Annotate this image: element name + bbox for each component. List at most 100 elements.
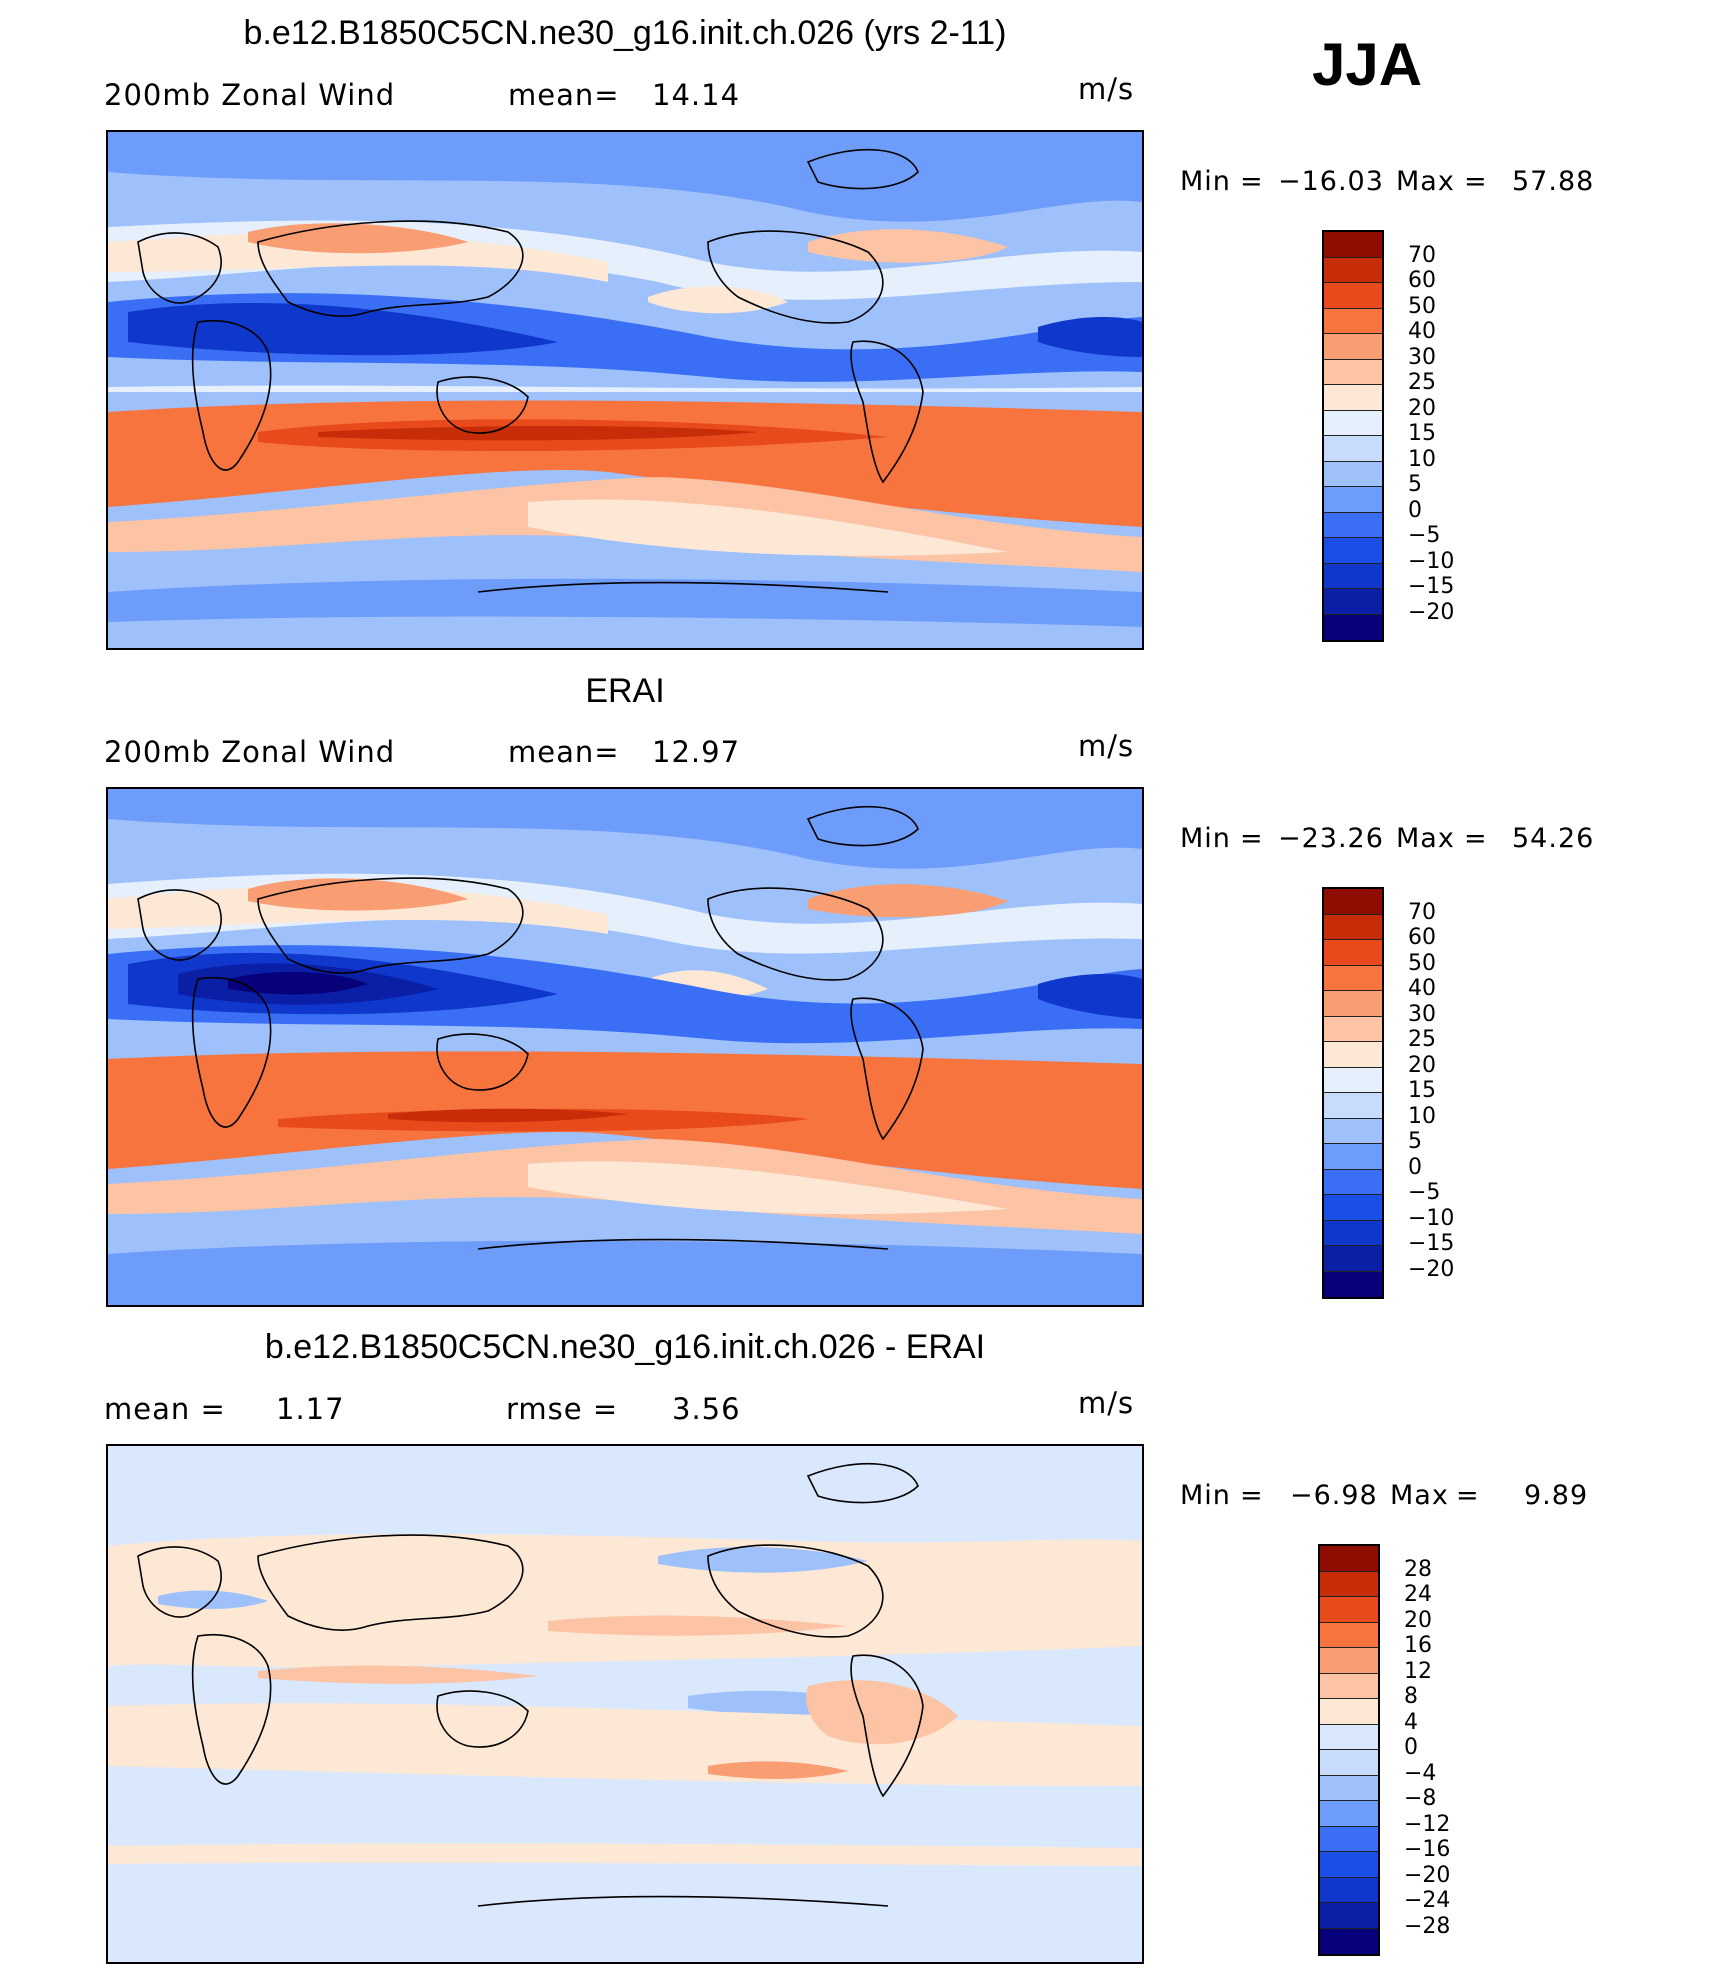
colorbar-box [1324,589,1382,615]
colorbar-tick-label: 28 [1404,1556,1432,1582]
panel3-title: b.e12.B1850C5CN.ne30_g16.init.ch.026 - E… [264,1328,986,1366]
panel1-mean-value: 14.14 [652,78,741,112]
panel3-mean-value: 1.17 [276,1392,345,1426]
panel1-colorbar [1322,230,1384,642]
colorbar-box [1320,1546,1378,1572]
panel1-max-label: Max [1396,166,1455,197]
panel3-min-value: −6.98 [1290,1480,1378,1511]
colorbar-box [1324,1220,1382,1246]
panel3-max-label: Max [1390,1480,1449,1511]
colorbar-tick-label: 40 [1408,319,1436,344]
panel3-max-value: 9.89 [1524,1480,1589,1511]
panel2-mean-value: 12.97 [652,735,741,769]
colorbar-tick-label: −12 [1404,1811,1451,1837]
colorbar-box [1324,512,1382,538]
colorbar-box [1324,257,1382,283]
panel1-map [106,130,1144,650]
colorbar-tick-label: −20 [1404,1862,1451,1888]
colorbar-tick-label: 15 [1408,1078,1436,1103]
colorbar-box [1324,1169,1382,1195]
panel1-contour-field [108,132,1142,648]
colorbar-box [1320,1724,1378,1750]
colorbar-tick-label: −4 [1404,1760,1437,1786]
colorbar-box [1324,991,1382,1017]
colorbar-box [1324,1144,1382,1170]
colorbar-tick-label: −5 [1408,523,1441,548]
colorbar-box [1324,1067,1382,1093]
panel3-rmse-value: 3.56 [672,1392,741,1426]
colorbar-tick-label: 0 [1408,1154,1422,1180]
colorbar-tick-label: 8 [1404,1684,1418,1709]
colorbar-tick-label: 15 [1408,421,1436,446]
panel3-min-eq: = [1240,1480,1264,1511]
colorbar-tick-label: −10 [1408,548,1455,574]
colorbar-box [1324,563,1382,589]
colorbar-tick-label: −16 [1404,1837,1451,1862]
colorbar-box [1324,1093,1382,1119]
colorbar-tick-label: −8 [1404,1786,1437,1811]
panel2-contour-field [108,789,1142,1305]
colorbar-tick-label: 5 [1408,1129,1422,1154]
colorbar-box [1320,1622,1378,1648]
colorbar-tick-label: 16 [1404,1633,1432,1658]
panel3-max-eq: = [1456,1480,1480,1511]
panel1-min-eq: = [1240,166,1264,197]
panel2-max-eq: = [1464,823,1488,854]
panel1-max-eq: = [1464,166,1488,197]
colorbar-tick-label: 20 [1404,1607,1432,1633]
season-label: JJA [1312,31,1423,98]
colorbar-box [1320,1801,1378,1827]
colorbar-tick-label: −10 [1408,1205,1455,1231]
colorbar-box [1324,965,1382,991]
colorbar-tick-label: 4 [1404,1709,1418,1735]
colorbar-tick-label: 12 [1404,1658,1432,1684]
panel1-min-value: −16.03 [1278,166,1384,197]
colorbar-box [1324,436,1382,462]
colorbar-tick-label: 5 [1408,472,1422,497]
panel2-mean-label: mean= [508,735,620,769]
panel1-min-label: Min [1180,166,1231,197]
panel2-max-label: Max [1396,823,1455,854]
colorbar-tick-label: −15 [1408,574,1455,599]
colorbar-tick-label: −5 [1408,1180,1441,1205]
colorbar-box [1320,1673,1378,1699]
colorbar-box [1320,1699,1378,1725]
colorbar-tick-label: −20 [1408,599,1455,625]
colorbar-box [1324,385,1382,411]
colorbar-box [1324,308,1382,334]
colorbar-box [1320,1571,1378,1597]
colorbar-box [1324,1016,1382,1042]
colorbar-box [1324,410,1382,436]
panel3-min-label: Min [1180,1480,1231,1511]
colorbar-box [1324,889,1382,915]
colorbar-box [1320,1597,1378,1623]
colorbar-tick-label: 70 [1408,899,1436,925]
colorbar-box [1320,1648,1378,1674]
colorbar-tick-label: 0 [1404,1735,1418,1760]
colorbar-tick-label: 50 [1408,950,1436,976]
panel3-units: m/s [1078,1386,1135,1420]
colorbar-box [1320,1928,1378,1954]
colorbar-tick-label: 10 [1408,1103,1436,1129]
colorbar-tick-label: 0 [1408,497,1422,523]
panel2-colorbar [1322,887,1384,1299]
panel2-max-value: 54.26 [1512,823,1595,854]
panel2-min-value: −23.26 [1278,823,1384,854]
colorbar-tick-label: 30 [1408,1001,1436,1027]
panel2-variable-label: 200mb Zonal Wind [104,735,396,769]
colorbar-tick-label: 20 [1408,395,1436,421]
colorbar-box [1324,614,1382,640]
panel3-rmse-label: rmse = [506,1392,619,1426]
colorbar-box [1324,359,1382,385]
colorbar-box [1320,1750,1378,1776]
colorbar-tick-label: 60 [1408,268,1436,293]
colorbar-tick-label: −15 [1408,1231,1455,1256]
panel2-min-label: Min [1180,823,1231,854]
colorbar-box [1320,1903,1378,1929]
panel2-title: ERAI [585,672,665,710]
colorbar-box [1320,1852,1378,1878]
colorbar-box [1324,283,1382,309]
colorbar-box [1324,1118,1382,1144]
colorbar-box [1320,1877,1378,1903]
colorbar-box [1324,232,1382,258]
